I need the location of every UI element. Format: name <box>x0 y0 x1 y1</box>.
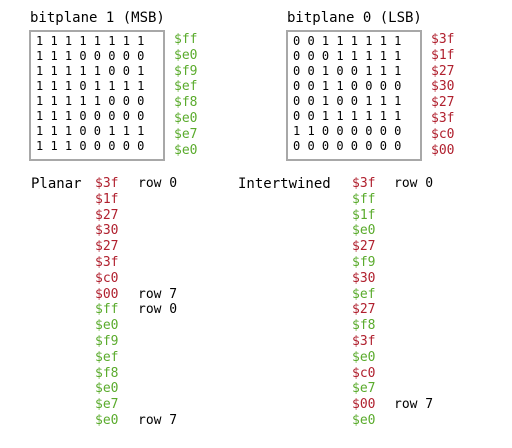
hex-value: $ef <box>174 79 198 95</box>
sequence-byte: $e7 <box>352 381 376 397</box>
sequence-byte: $f9 <box>95 333 119 349</box>
bit-row: 1 1 1 0 1 1 1 1 <box>36 79 145 93</box>
bit-row: 1 1 1 0 0 0 0 0 <box>36 139 145 153</box>
hex-value: $1f <box>431 47 455 63</box>
sequence-byte: $3f <box>352 176 376 191</box>
bit-row: 0 0 1 0 0 1 1 1 <box>293 94 402 108</box>
hex-value: $f9 <box>174 63 198 79</box>
sequence-byte: $1f <box>352 207 376 223</box>
bitplane-1-grid <box>29 30 165 161</box>
sequence-byte: $e0 <box>352 412 376 428</box>
sequence-byte: $30 <box>352 270 376 286</box>
sequence-byte: $ff <box>352 191 376 207</box>
sequence-byte: $c0 <box>95 270 119 286</box>
bit-row: 0 0 0 0 0 0 0 0 <box>293 139 402 153</box>
row-label: row 0 <box>394 176 434 191</box>
sequence-byte: $c0 <box>352 365 376 381</box>
bit-row: 1 1 1 1 1 1 1 1 <box>36 34 145 48</box>
bit-row: 1 1 1 1 1 0 0 0 <box>36 94 145 108</box>
planar-sequence: $3f $1f $27 $30 $27 $3f $c0 $00 $ff $e0 $f9 $ef $f8 $… <box>95 176 118 429</box>
sequence-byte: $e0 <box>352 349 376 365</box>
row-label: row 7 <box>138 412 178 428</box>
sequence-byte: $3f <box>95 254 119 270</box>
sequence-byte: $f8 <box>352 318 376 334</box>
sequence-byte: $ef <box>352 286 376 302</box>
sequence-byte: $e0 <box>95 381 119 397</box>
hex-value: $c0 <box>431 126 455 142</box>
row-label: row 7 <box>394 397 434 413</box>
hex-value: $e7 <box>174 126 198 142</box>
sequence-byte: $27 <box>95 239 119 255</box>
bitplane-0-grid <box>286 30 422 161</box>
sequence-byte: $ef <box>95 349 119 365</box>
intertwined-label: Intertwined <box>238 176 331 192</box>
intertwined-sequence: $3f $ff $1f $e0 $27 $f9 $30 $ef $27 $f8 $3f $e0 $c0 $… <box>352 176 375 429</box>
sequence-byte: $e0 <box>352 223 376 239</box>
sequence-byte: $27 <box>352 302 376 318</box>
bit-row: 1 1 0 0 0 0 0 0 <box>293 124 402 138</box>
bit-row: 0 0 1 1 1 1 1 1 <box>293 34 402 48</box>
sequence-byte: $f8 <box>95 365 119 381</box>
sequence-byte: $27 <box>352 239 376 255</box>
sequence-byte: $1f <box>95 191 119 207</box>
hex-value: $00 <box>431 142 455 158</box>
bit-row: 0 0 0 1 1 1 1 1 <box>293 49 402 63</box>
hex-value: $e0 <box>174 142 198 158</box>
sequence-byte: $e7 <box>95 397 119 413</box>
hex-value: $27 <box>431 63 455 79</box>
hex-value: $3f <box>431 110 455 126</box>
planar-label: Planar <box>31 176 82 192</box>
row-label: row 7 <box>138 286 178 302</box>
sequence-byte: $00 <box>352 397 376 413</box>
hex-value: $f8 <box>174 95 198 111</box>
bitplane-0-hex-values: $3f $1f $27 $30 $27 $3f $c0 $00 <box>431 32 454 158</box>
hex-value: $ff <box>174 32 198 47</box>
planar-row-labels: row 0 row 7 row 0 row 7 <box>138 176 177 429</box>
hex-value: $3f <box>431 32 455 47</box>
bit-row: 1 1 1 0 0 0 0 0 <box>36 49 145 63</box>
bit-row: 1 1 1 0 0 0 0 0 <box>36 109 145 123</box>
sequence-byte: $30 <box>95 223 119 239</box>
sequence-byte: $3f <box>352 333 376 349</box>
sequence-byte: $00 <box>95 286 119 302</box>
sequence-byte: $27 <box>95 207 119 223</box>
intertwined-row-labels: row 0 row 7 <box>394 176 433 429</box>
bitplane-1-title: bitplane 1 (MSB) <box>30 10 165 26</box>
sequence-byte: $ff <box>95 302 119 318</box>
hex-value: $e0 <box>174 47 198 63</box>
row-label: row 0 <box>138 176 178 191</box>
hex-value: $e0 <box>174 110 198 126</box>
sequence-byte: $e0 <box>95 412 119 428</box>
hex-value: $27 <box>431 95 455 111</box>
sequence-byte: $f9 <box>352 254 376 270</box>
bit-row: 1 1 1 1 1 0 0 1 <box>36 64 145 78</box>
bit-row: 0 0 1 1 0 0 0 0 <box>293 79 402 93</box>
hex-value: $30 <box>431 79 455 95</box>
bitplane-0-title: bitplane 0 (LSB) <box>287 10 422 26</box>
sequence-byte: $e0 <box>95 318 119 334</box>
bit-row: 0 0 1 0 0 1 1 1 <box>293 64 402 78</box>
bit-row: 0 0 1 1 1 1 1 1 <box>293 109 402 123</box>
bit-row: 1 1 1 0 0 1 1 1 <box>36 124 145 138</box>
row-label: row 0 <box>138 302 178 318</box>
bitplane-1-hex-values: $ff $e0 $f9 $ef $f8 $e0 $e7 $e0 <box>174 32 197 158</box>
sequence-byte: $3f <box>95 176 119 191</box>
